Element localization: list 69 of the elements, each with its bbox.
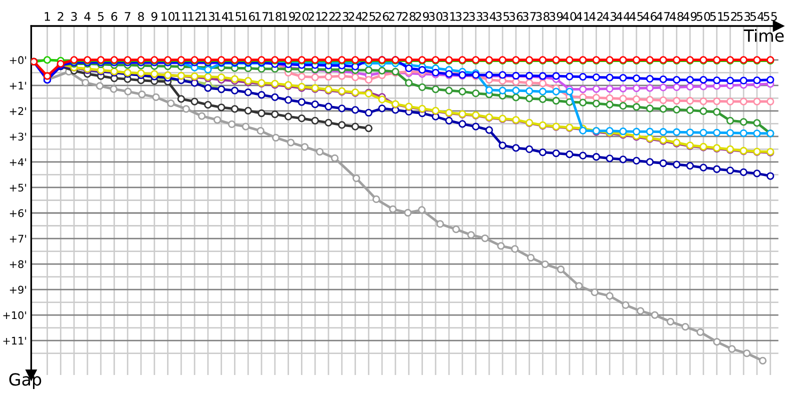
x-tick-label: 45	[630, 12, 643, 21]
x-tick-label: 20	[295, 12, 308, 21]
x-tick-label: 19	[282, 12, 295, 21]
x-tick-label: 4	[84, 12, 91, 21]
y-tick-label: +10'	[3, 311, 26, 320]
y-tick-label: +2'	[10, 107, 26, 115]
x-tick-label: 39	[550, 12, 563, 21]
x-tick-label: 27	[388, 12, 402, 21]
x-tick-label: 44	[616, 12, 630, 21]
x-tick-label: 50	[696, 12, 710, 21]
x-tick-label: 51	[710, 12, 724, 21]
x-tick-label: 26	[375, 12, 389, 21]
x-tick-label: 7	[124, 12, 130, 21]
x-tick-label: 10	[162, 12, 175, 21]
x-tick-label: 17	[255, 12, 268, 21]
x-tick-label: 3	[71, 12, 77, 21]
x-tick-label: 41	[576, 12, 590, 21]
x-tick-label: 46	[642, 12, 657, 21]
y-tick-label: +7'	[10, 234, 26, 242]
x-tick-label: 35	[496, 12, 510, 21]
x-tick-label: 36	[509, 12, 523, 21]
x-tick-label: 42	[589, 12, 603, 21]
x-tick-label: 25	[362, 12, 376, 21]
y-tick-label: +6'	[10, 209, 26, 218]
x-tick-label: 21	[308, 12, 322, 21]
x-tick-label: 32	[456, 12, 469, 21]
y-tick-label: +8'	[10, 260, 26, 268]
x-tick-label: 55	[764, 12, 777, 21]
x-tick-label: 6	[111, 12, 118, 21]
x-tick-label: 47	[656, 12, 670, 21]
x-tick-label: 24	[348, 12, 362, 21]
x-tick-label: 15	[228, 12, 242, 21]
x-tick-label: 28	[402, 12, 416, 21]
x-tick-label: 29	[416, 12, 429, 21]
x-tick-label: 12	[188, 12, 201, 21]
x-tick-label: 53	[736, 12, 750, 21]
x-tick-label: 23	[335, 12, 348, 21]
x-tick-label: 37	[522, 12, 536, 21]
x-tick-label: 11	[174, 12, 188, 21]
x-tick-label: 1	[44, 12, 50, 21]
x-tick-label: 30	[428, 12, 442, 21]
x-tick-label: 9	[151, 12, 158, 21]
x-tick-label: 43	[602, 12, 616, 21]
y-axis-title: Gap	[9, 373, 42, 389]
x-axis-title: Time	[744, 29, 784, 42]
x-tick-label: 13	[202, 12, 215, 21]
y-tick-label: +1'	[10, 82, 26, 90]
y-tick-label: +11'	[3, 336, 26, 345]
x-tick-label: 34	[482, 12, 496, 21]
x-tick-label: 33	[469, 12, 482, 21]
x-tick-label: 31	[442, 12, 456, 21]
x-tick-label: 16	[242, 12, 255, 21]
y-tick-label: +5'	[10, 184, 26, 192]
x-tick-label: 49	[683, 12, 697, 21]
x-tick-label: 5	[98, 12, 104, 21]
x-tick-label: 2	[58, 12, 64, 21]
x-tick-label: 8	[138, 12, 144, 21]
x-tick-label: 38	[536, 12, 550, 21]
y-tick-label: +4'	[10, 158, 26, 166]
y-tick-label: +0'	[10, 56, 26, 64]
x-tick-label: 14	[215, 12, 228, 21]
x-tick-label: 54	[750, 12, 764, 21]
x-tick-label: 48	[670, 12, 684, 21]
x-tick-label: 40	[562, 12, 576, 21]
y-tick-label: +3'	[10, 132, 26, 141]
x-tick-label: 52	[724, 12, 737, 21]
y-tick-label: +9'	[10, 286, 26, 294]
x-tick-label: 18	[268, 12, 282, 21]
x-tick-label: 22	[322, 12, 335, 21]
